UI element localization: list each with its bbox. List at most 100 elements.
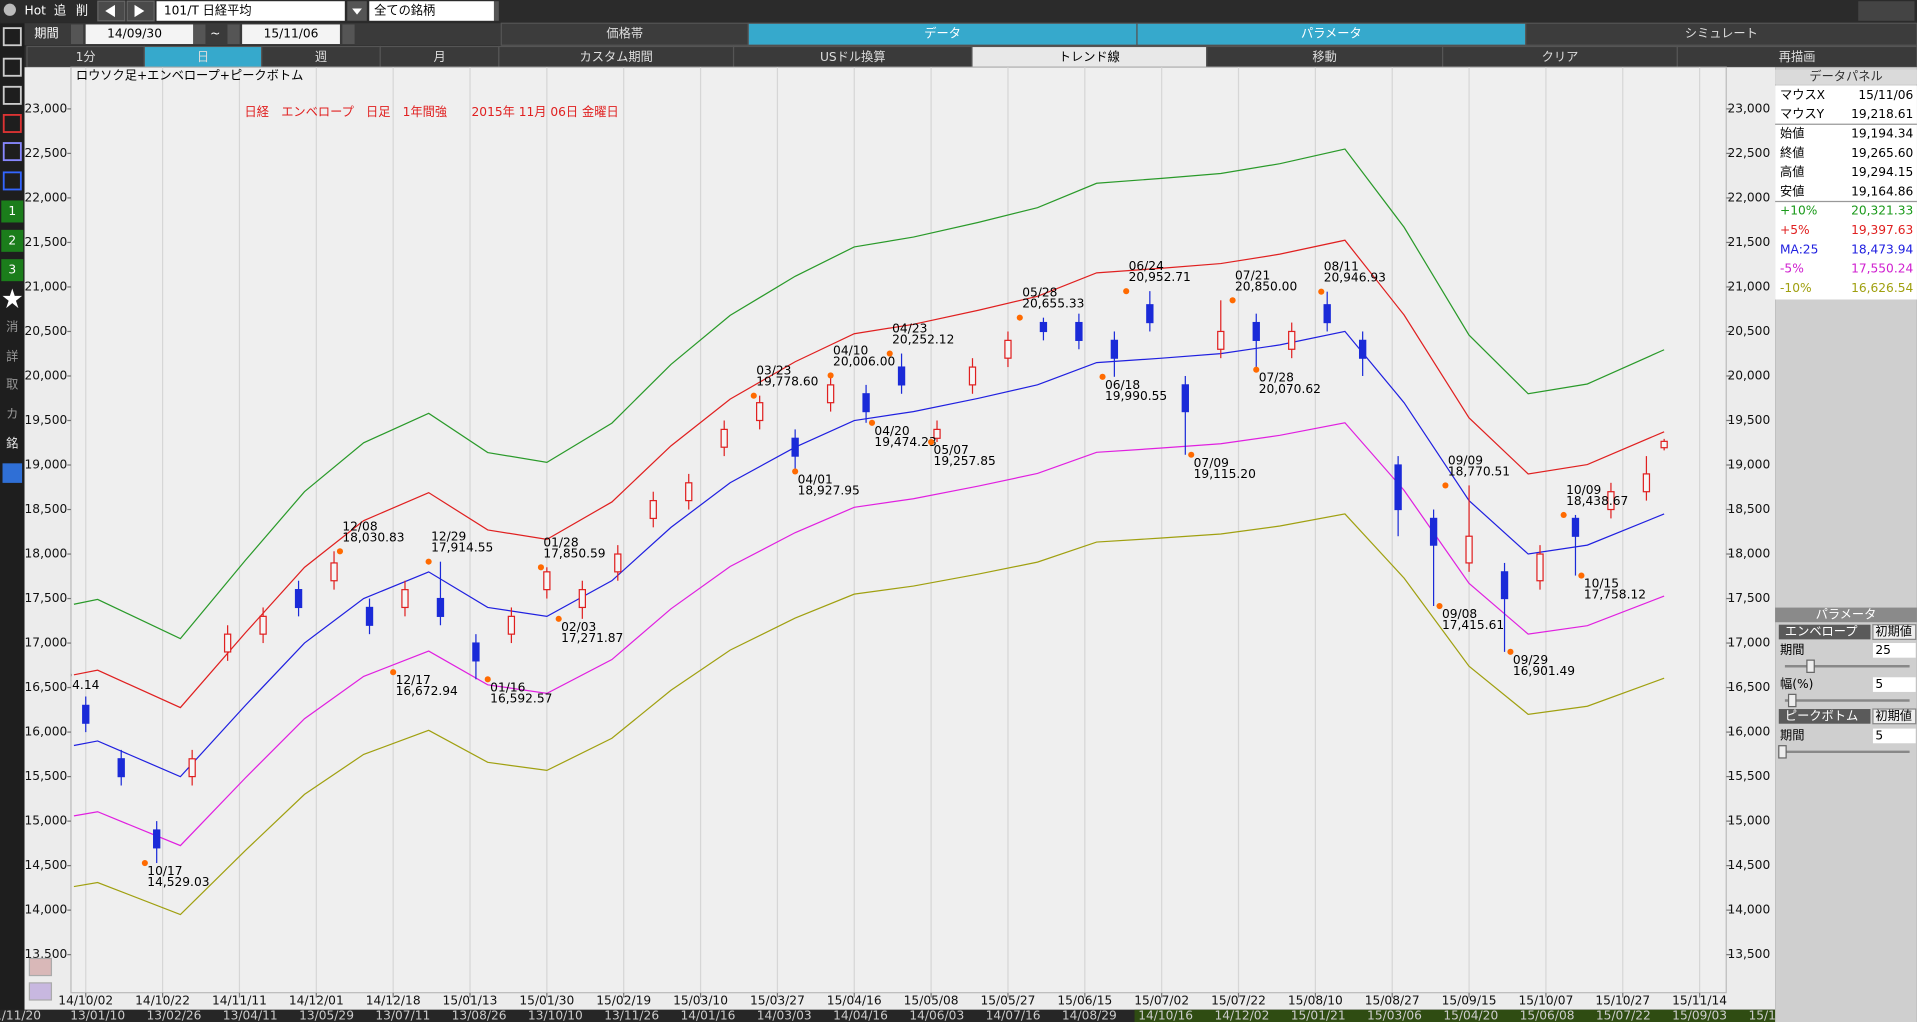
y-tick-label: 14,000 [25, 903, 68, 917]
tab-label: シミュレート [1685, 27, 1758, 41]
star-icon[interactable] [2, 288, 23, 309]
overview-date: 14/04/16 [833, 1008, 888, 1022]
peak-marker [390, 669, 397, 676]
date-arrow[interactable] [227, 24, 240, 45]
y-tick-label: 19,500 [25, 413, 68, 427]
button-label: カスタム期間 [580, 50, 653, 64]
sidebar-item: 2 [8, 233, 16, 247]
reset-button[interactable] [1872, 624, 1917, 640]
param-label: 期間 [1780, 728, 1804, 742]
slider-knob[interactable] [1806, 659, 1815, 673]
sidebar-icon[interactable] [2, 113, 22, 133]
overview-date: 13/08/26 [452, 1008, 507, 1022]
sidebar-tile[interactable] [1, 229, 24, 252]
panel-row-label: -10% [1780, 281, 1812, 295]
universe-box[interactable] [369, 1, 494, 21]
plot-area [70, 66, 1727, 994]
sidebar-icon[interactable] [2, 85, 22, 105]
sidebar-icon[interactable] [2, 57, 22, 77]
panel-row-value: 19,164.86 [1851, 184, 1913, 198]
param-input[interactable] [1872, 728, 1916, 744]
tab-label: 価格帯 [606, 26, 643, 41]
y-tick-label: 15,000 [25, 814, 68, 828]
panel-header [1775, 69, 1917, 85]
sidebar-item: 1 [8, 204, 16, 218]
peak-value: ,374.14 [53, 678, 100, 692]
peak-marker [750, 392, 757, 399]
universe-name: 全ての銘柄 [374, 3, 435, 18]
peak-marker [1229, 297, 1236, 304]
sidebar-tile[interactable] [1, 200, 24, 223]
panel-row-label: 安値 [1780, 183, 1804, 198]
sidebar-tile[interactable] [1, 259, 24, 282]
mini-icon [28, 982, 53, 1001]
gear-icon[interactable] [2, 463, 23, 483]
x-tick-label: 15/05/08 [904, 994, 959, 1008]
candle-body [968, 366, 977, 386]
slider-knob[interactable] [1778, 745, 1787, 759]
sidebar-icon[interactable] [2, 142, 22, 162]
peak-marker [555, 615, 562, 622]
y-tick-label: 21,500 [25, 235, 68, 249]
overview-range [1134, 1009, 1798, 1022]
candle-body [1429, 517, 1438, 546]
slider-knob[interactable] [1787, 693, 1797, 708]
universe-drop [493, 1, 499, 21]
from-box[interactable] [85, 24, 194, 45]
candle-body [897, 366, 906, 386]
panel-row-value: 19,218.61 [1851, 107, 1913, 121]
peak-marker [886, 350, 893, 357]
sidebar-icon[interactable] [2, 27, 22, 47]
peak-date: 02/03 [561, 620, 596, 634]
y-tick-label: 17,500 [25, 591, 68, 605]
peak-date: 09/09 [1448, 453, 1483, 467]
peak-date: 05/28 [1022, 286, 1057, 300]
peak-value: 14,529.03 [147, 875, 209, 889]
peak-value: 18,030.83 [342, 530, 404, 544]
peak-date: 10/09 [1566, 483, 1601, 497]
peak-value: 19,778.60 [756, 375, 818, 389]
candle-body [614, 553, 622, 573]
param-input[interactable] [1872, 643, 1916, 658]
param-input[interactable] [1872, 677, 1916, 692]
dropdown-arrow [352, 8, 362, 15]
candle-body [1252, 321, 1260, 341]
button-label: トレンド線 [1059, 49, 1120, 64]
peak-date: 09/29 [1513, 653, 1548, 667]
button-label: 1分 [76, 50, 96, 64]
date-arrow[interactable] [70, 24, 84, 45]
date-arrow[interactable] [342, 24, 355, 45]
overview-date: 14/08/29 [1062, 1008, 1117, 1022]
peak-date: 04/01 [798, 472, 833, 486]
symbol-name: 101/T 日経平均 [164, 4, 252, 18]
peak-marker [141, 859, 148, 867]
window-controls[interactable] [1858, 1, 1915, 21]
candle-body [862, 393, 870, 413]
y-tick-label-right: 22,000 [1727, 190, 1770, 204]
peak-value: 20,252.12 [892, 333, 954, 347]
hot-button: Hot [25, 4, 47, 18]
reset-button[interactable] [1872, 708, 1917, 725]
peak-marker [1123, 288, 1130, 295]
param-section [1778, 709, 1871, 724]
sidebar-icon[interactable] [2, 171, 22, 191]
peak-marker [1507, 648, 1514, 655]
x-tick-label: 15/07/22 [1211, 994, 1266, 1008]
overview-date: 13/10/10 [528, 1008, 583, 1022]
y-tick-label-right: 18,000 [1727, 547, 1770, 561]
to-box[interactable] [242, 24, 340, 45]
date-arrow[interactable] [193, 24, 206, 45]
symbol-box[interactable] [156, 1, 345, 21]
param-value: 5 [1875, 728, 1883, 742]
peak-value: 17,914.55 [431, 541, 493, 555]
peak-marker [1578, 572, 1585, 579]
overview-date: 14/06/03 [909, 1008, 964, 1022]
peak-value: 17,758.12 [1584, 588, 1646, 602]
peak-date: 03/23 [756, 364, 791, 378]
peak-value: 20,655.33 [1022, 297, 1084, 311]
panel-row-label: +5% [1780, 223, 1810, 237]
peak-marker [1560, 511, 1567, 519]
candle-body [1571, 517, 1580, 537]
candle-body [259, 615, 267, 635]
peak-marker [1099, 373, 1106, 380]
